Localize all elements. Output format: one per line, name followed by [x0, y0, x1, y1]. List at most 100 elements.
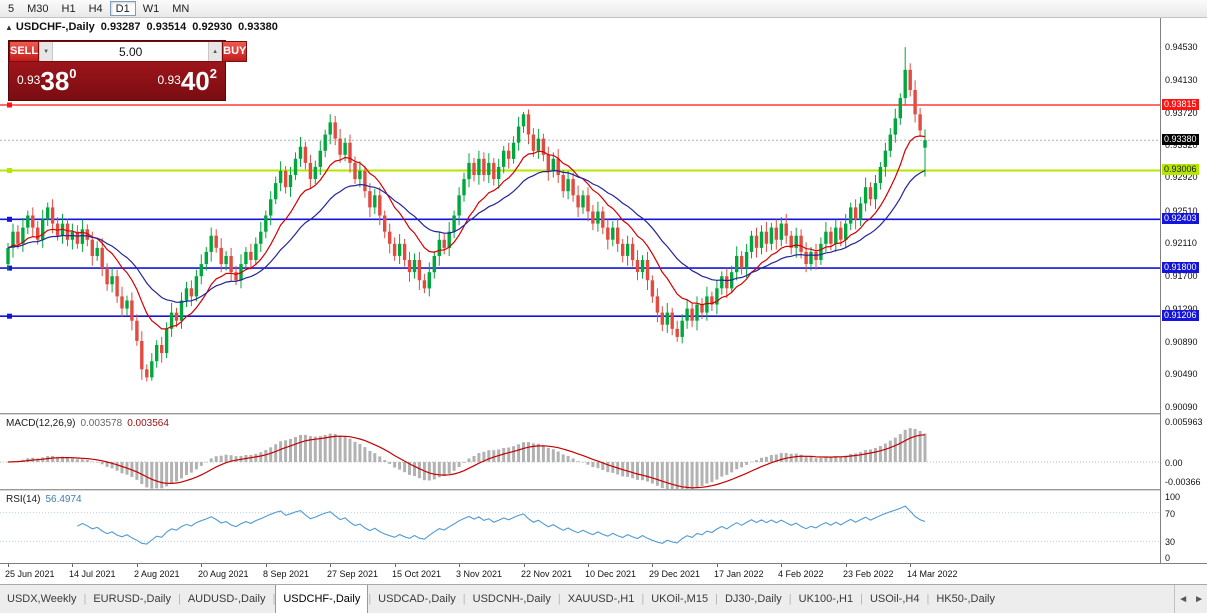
rsi-value: 56.4974	[45, 494, 82, 505]
price-tick-label: 0.93720	[1165, 108, 1198, 118]
date-label: 23 Feb 2022	[843, 569, 894, 579]
chart-tab-usdchf[interactable]: USDCHF-,Daily	[275, 585, 369, 613]
bid-ask-display: 0.93380 0.93402	[9, 62, 225, 100]
rsi-label: RSI(14) 56.4974	[6, 494, 82, 505]
sell-price[interactable]: 0.93380	[17, 65, 77, 96]
chart-tab-usdcnh[interactable]: USDCNH-,Daily	[472, 593, 551, 605]
macd-indicator-pane[interactable]	[0, 415, 1160, 489]
tab-separator: |	[788, 593, 792, 605]
date-label: 25 Jun 2021	[5, 569, 55, 579]
tab-separator: |	[641, 593, 645, 605]
timeframe-toolbar: 5 M30 H1 H4 D1 W1 MN	[0, 0, 1207, 18]
chart-tab-audusd[interactable]: AUDUSD-,Daily	[187, 593, 266, 605]
date-label: 3 Nov 2021	[456, 569, 503, 579]
timeframe-button-m30[interactable]: M30	[27, 3, 49, 15]
macd-axis-label: 0.005963	[1165, 417, 1203, 427]
macd-signal-value: 0.003564	[127, 418, 169, 429]
macd-label: MACD(12,26,9) 0.003578 0.003564	[6, 418, 169, 429]
macd-indicator-name: MACD(12,26,9)	[6, 418, 76, 429]
chart-tab-usdcad[interactable]: USDCAD-,Daily	[378, 593, 456, 605]
price-tick-label: 0.92110	[1165, 238, 1197, 248]
price-tick-label: 0.90890	[1165, 337, 1198, 347]
date-label: 14 Jul 2021	[69, 569, 116, 579]
price-axis[interactable]: 0.94530 0.94130 0.93720 0.93320 0.92920 0.925…	[1160, 18, 1207, 563]
price-tick-label: 0.94130	[1165, 75, 1198, 85]
tab-separator: |	[860, 593, 863, 605]
macd-main-value: 0.003578	[80, 418, 123, 429]
chart-tab-dj30[interactable]: DJ30-,Daily	[724, 593, 782, 605]
chart-tab-eurusd[interactable]: EURUSD-,Daily	[93, 593, 171, 605]
macd-axis-label: -0.00366	[1165, 477, 1201, 487]
date-tick	[459, 564, 460, 567]
date-tick	[588, 564, 589, 567]
price-tick-label: 0.90090	[1165, 402, 1198, 412]
rsi-indicator-name: RSI(14)	[6, 494, 41, 505]
tab-prev-button[interactable]: ◄	[1178, 593, 1189, 605]
ohlc-high: 0.93514	[146, 21, 187, 33]
tab-separator: |	[462, 593, 466, 605]
chart-symbol-label: USDCHF-,Daily	[15, 21, 95, 33]
sell-button[interactable]: SELL	[9, 41, 40, 62]
hline-price-label[interactable]: 0.91800	[1162, 262, 1199, 273]
date-tick	[524, 564, 525, 567]
chart-tab-ukoil[interactable]: UKOil-,M15	[651, 593, 709, 605]
date-tick	[846, 564, 847, 567]
tab-separator: |	[83, 593, 87, 605]
timeframe-button-h4[interactable]: H4	[88, 3, 103, 15]
volume-increase-button[interactable]: ▲	[208, 42, 223, 61]
date-tick	[395, 564, 396, 567]
tab-separator: |	[272, 593, 276, 605]
chart-tab-usoil[interactable]: USOil-,H4	[869, 593, 920, 605]
timeframe-button-w1[interactable]: W1	[142, 3, 160, 15]
timeframe-button-5[interactable]: 5	[8, 3, 15, 15]
timeframe-button-h1[interactable]: H1	[61, 3, 76, 15]
timeframe-button-d1[interactable]: D1	[109, 1, 136, 16]
buy-button[interactable]: BUY	[222, 41, 248, 62]
buy-price[interactable]: 0.93402	[157, 65, 217, 96]
date-tick	[652, 564, 653, 567]
price-tick-label: 0.91700	[1165, 271, 1198, 281]
pane-separator[interactable]	[0, 413, 1207, 415]
hline-price-label[interactable]: 0.93815	[1162, 99, 1199, 110]
pane-separator[interactable]	[0, 489, 1207, 491]
chart-tab-hk50[interactable]: HK50-,Daily	[936, 593, 995, 605]
tab-separator: |	[368, 593, 372, 605]
volume-input[interactable]	[53, 42, 209, 61]
ohlc-close: 0.93380	[238, 21, 278, 33]
current-price-label: 0.93380	[1162, 134, 1199, 145]
tab-nav: ◄ ►	[1174, 585, 1207, 613]
chart-title: ▲ USDCHF-,Daily 0.93287 0.93514 0.92930 0.933…	[5, 21, 278, 33]
date-label: 15 Oct 2021	[392, 569, 442, 579]
date-tick	[201, 564, 202, 567]
date-label: 2 Aug 2021	[134, 569, 180, 579]
price-tick-label: 0.90490	[1165, 369, 1198, 379]
date-tick	[910, 564, 911, 567]
chart-tab-uk100[interactable]: UK100-,H1	[798, 593, 854, 605]
rsi-axis-label: 70	[1165, 509, 1176, 519]
time-axis[interactable]: 25 Jun 2021 14 Jul 2021 2 Aug 2021 20 Aug 2…	[0, 563, 1207, 584]
ohlc-open: 0.93287	[100, 21, 141, 33]
price-tick-label: 0.93320	[1165, 140, 1198, 150]
hline-price-label[interactable]: 0.93006	[1162, 164, 1199, 175]
rsi-indicator-pane[interactable]	[0, 491, 1160, 563]
chart-tab-xauusd[interactable]: XAUUSD-,H1	[567, 593, 635, 605]
volume-decrease-button[interactable]: ▼	[39, 42, 54, 61]
date-label: 17 Jan 2022	[714, 569, 764, 579]
volume-control: ▼ ▲	[39, 41, 223, 62]
rsi-axis-label: 0	[1165, 553, 1171, 563]
tab-next-button[interactable]: ►	[1194, 593, 1204, 605]
chart-tab-usdx[interactable]: USDX,Weekly	[7, 593, 77, 605]
rsi-axis-label: 30	[1165, 537, 1176, 547]
price-tick-label: 0.92510	[1165, 206, 1198, 216]
one-click-collapse-icon[interactable]: ▲	[5, 23, 13, 32]
date-label: 22 Nov 2021	[521, 569, 573, 579]
date-label: 14 Mar 2022	[907, 569, 958, 579]
timeframe-button-mn[interactable]: MN	[172, 3, 190, 15]
date-label: 10 Dec 2021	[585, 569, 637, 579]
hline-price-label[interactable]: 0.92403	[1162, 213, 1199, 224]
hline-price-label[interactable]: 0.91206	[1162, 310, 1199, 321]
date-tick	[72, 564, 73, 567]
price-tick-label: 0.92920	[1165, 172, 1198, 182]
date-tick	[137, 564, 138, 567]
